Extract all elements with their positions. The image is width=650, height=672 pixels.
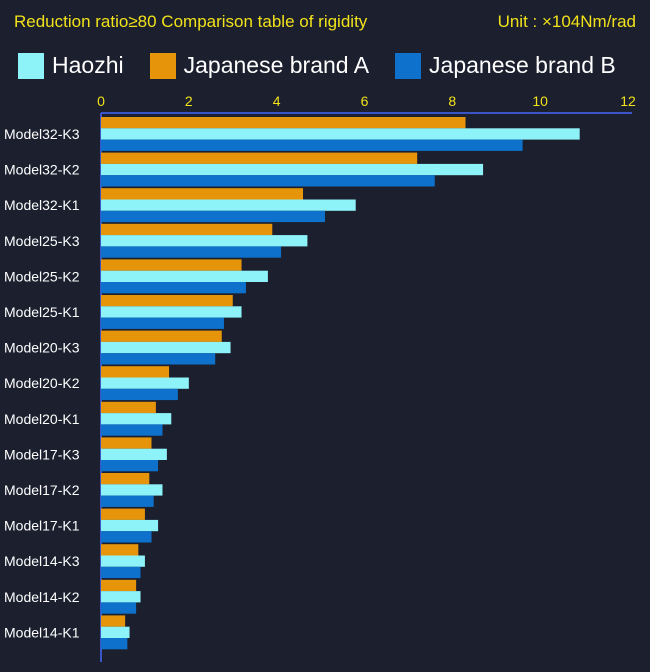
bar (101, 566, 141, 579)
bar (101, 591, 141, 603)
bar (101, 330, 222, 342)
bar (101, 353, 216, 365)
category-label: Model25-K3 (4, 233, 80, 249)
bar (101, 448, 167, 460)
bar (101, 341, 231, 354)
legend-swatch (149, 52, 176, 79)
bar (101, 259, 242, 271)
bar (101, 246, 282, 258)
bar (101, 282, 246, 294)
category-label: Model20-K2 (4, 375, 80, 391)
bar (101, 175, 435, 187)
category-label: Model17-K1 (4, 518, 80, 534)
x-tick-label: 2 (185, 93, 193, 109)
bar (101, 424, 163, 436)
legend-swatch (395, 52, 422, 79)
bar (101, 495, 154, 507)
legend-label: Japanese brand B (429, 52, 616, 78)
bar (101, 163, 484, 176)
bar (101, 366, 170, 378)
x-tick-label: 4 (273, 93, 281, 109)
bar (101, 519, 159, 532)
bar (101, 544, 139, 556)
legend-label: Japanese brand A (183, 52, 370, 78)
legend-swatch (18, 52, 44, 79)
bar (101, 579, 137, 592)
category-label: Model17-K2 (4, 482, 80, 498)
unit-label: Unit : ×104Nm/rad (497, 12, 636, 31)
bar (101, 473, 150, 485)
bar (101, 437, 152, 449)
bar (101, 508, 145, 520)
bar (101, 128, 580, 140)
category-label: Model20-K1 (4, 411, 80, 427)
legend: Haozhi Japanese brand A Japanese brand B (18, 52, 642, 79)
bar (101, 210, 325, 223)
category-label: Model25-K2 (4, 268, 80, 284)
legend-item: Japanese brand B (395, 52, 616, 79)
bar (101, 223, 273, 236)
bar (101, 615, 126, 627)
bar (101, 188, 304, 200)
bar (101, 117, 466, 129)
bar (101, 152, 418, 164)
category-label: Model32-K2 (4, 162, 80, 178)
bar (101, 602, 137, 614)
chart-title: Reduction ratio≥80 Comparison table of r… (14, 12, 368, 31)
bar (101, 388, 178, 401)
category-label: Model14-K2 (4, 589, 80, 605)
legend-label: Haozhi (52, 52, 124, 78)
x-tick-label: 6 (361, 93, 369, 109)
bar (101, 139, 523, 151)
category-label: Model32-K3 (4, 126, 80, 142)
x-tick-label: 0 (97, 93, 105, 109)
x-tick-label: 8 (448, 93, 456, 109)
bar (101, 306, 242, 318)
bar (101, 199, 356, 211)
bar (101, 460, 159, 472)
category-label: Model14-K3 (4, 553, 80, 569)
category-label: Model17-K3 (4, 446, 80, 462)
legend-item: Haozhi (18, 52, 124, 79)
bar (101, 555, 145, 567)
bar (101, 413, 172, 425)
bar (101, 235, 308, 247)
bar (101, 295, 233, 307)
legend-item: Japanese brand A (149, 52, 370, 79)
category-label: Model25-K1 (4, 304, 80, 320)
bar (101, 484, 163, 496)
bar (101, 270, 268, 282)
x-tick-label: 10 (532, 93, 548, 109)
bar (101, 317, 224, 329)
category-label: Model32-K1 (4, 197, 80, 213)
category-label: Model14-K1 (4, 624, 80, 640)
x-tick-label: 12 (620, 93, 636, 109)
bar (101, 531, 152, 543)
bar (101, 377, 189, 389)
category-label: Model20-K3 (4, 340, 80, 356)
bar (101, 401, 156, 414)
bar (101, 638, 128, 650)
bar (101, 626, 130, 638)
